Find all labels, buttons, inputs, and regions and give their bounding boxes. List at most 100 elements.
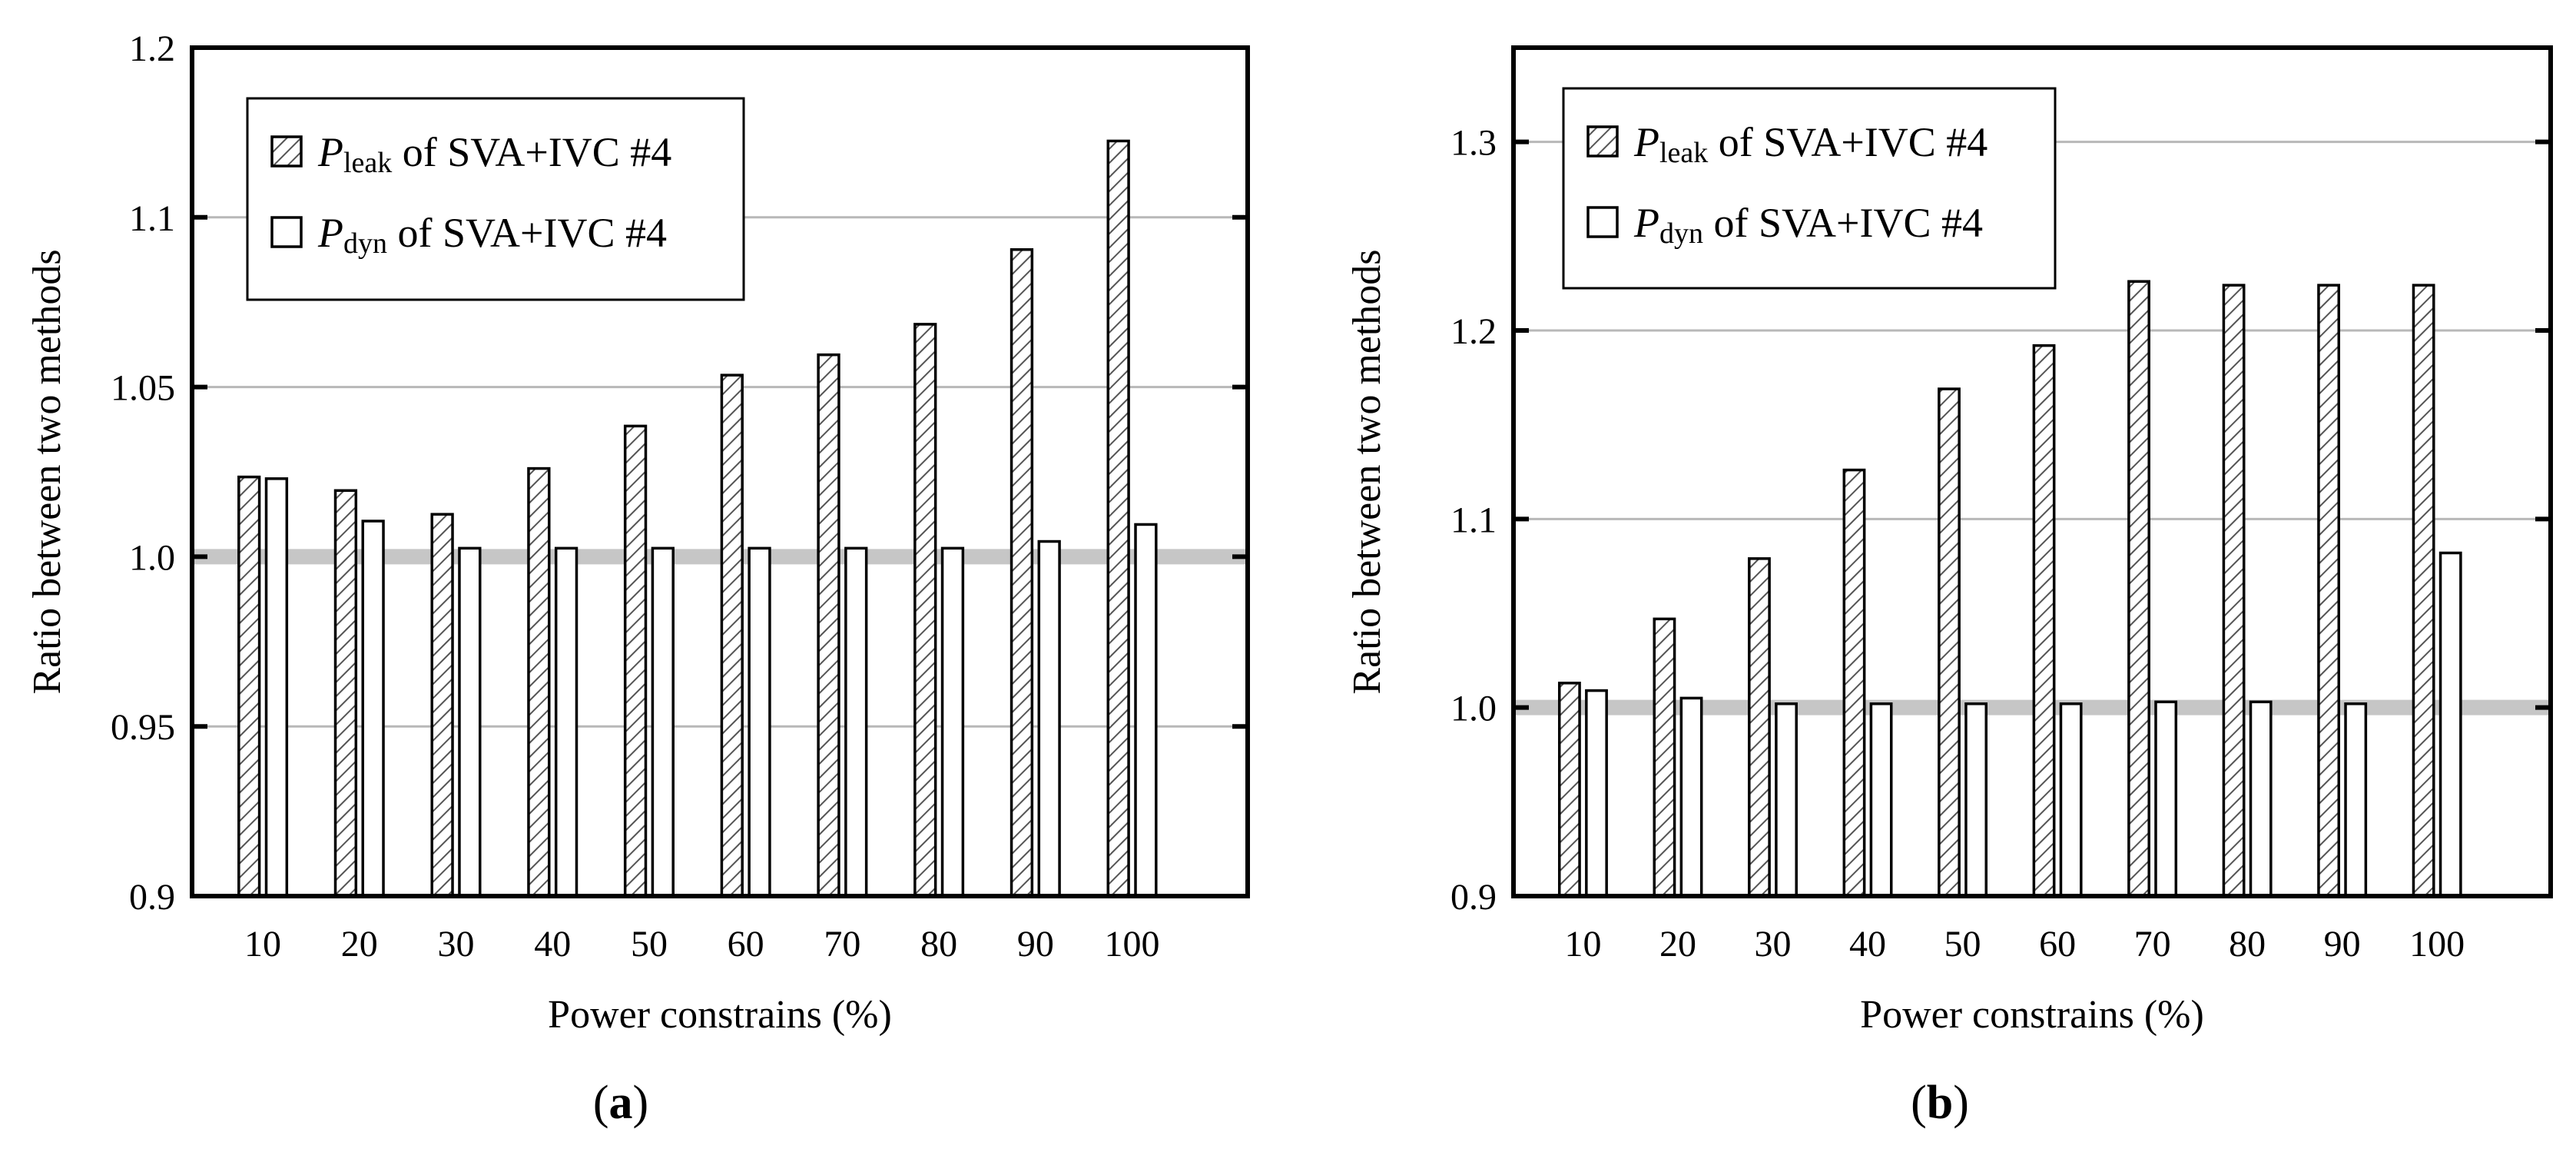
bar-dyn-20 — [361, 520, 385, 898]
y-tick-labels: 0.9 0.95 1.0 1.05 1.1 — [111, 198, 175, 918]
x-tick-labels: 10 20 30 40 50 60 70 80 90 100 — [244, 924, 1159, 964]
y-tick-label: 1.1 — [1450, 500, 1497, 540]
x-axis-title: Power constrains (%) — [548, 993, 892, 1037]
x-tick-label: 90 — [1017, 924, 1054, 964]
bar-dyn-70 — [2154, 700, 2178, 898]
x-tick-label: 30 — [1755, 924, 1792, 964]
bar-leak-100 — [2412, 284, 2435, 898]
bar-leak-10 — [1557, 682, 1581, 898]
y-tick-label: 0.9 — [129, 877, 175, 918]
bar-leak-90 — [2317, 284, 2341, 898]
legend-swatch-dyn — [270, 216, 303, 248]
y-tick-label: 1.3 — [1450, 123, 1497, 164]
tick-marks — [192, 214, 1248, 729]
panel-label-a: (a) — [593, 1077, 648, 1129]
y-tick-label: 0.9 — [1450, 877, 1497, 918]
bar-dyn-50 — [651, 546, 675, 898]
bar-dyn-30 — [458, 546, 482, 898]
bars — [237, 139, 1158, 898]
bar-leak-10 — [237, 475, 261, 898]
bar-dyn-100 — [1134, 523, 1158, 898]
legend-label-leak: Pleak of SVA+IVC #4 — [1633, 119, 1988, 169]
bar-dyn-30 — [1775, 702, 1798, 898]
bar-dyn-60 — [748, 546, 771, 898]
x-tick-label: 30 — [438, 924, 475, 964]
bar-leak-20 — [333, 489, 358, 898]
legend-label-dyn: Pdyn of SVA+IVC #4 — [317, 210, 667, 260]
bar-leak-80 — [913, 323, 937, 898]
bar-dyn-40 — [1869, 702, 1893, 898]
bar-leak-60 — [720, 373, 744, 898]
y-tick-label: 0.95 — [111, 707, 175, 748]
y-tick-label: 1.2 — [1450, 311, 1497, 352]
legend: Pleak of SVA+IVC #4 Pdyn of SVA+IVC #4 — [246, 97, 745, 301]
legend-box — [246, 97, 745, 301]
bar-leak-40 — [527, 466, 551, 898]
panel-label-b: (b) — [1911, 1077, 1969, 1129]
bar-leak-40 — [1842, 468, 1866, 898]
plot-frame — [1511, 45, 2553, 898]
x-tick-label: 100 — [2409, 924, 2465, 964]
x-tick-label: 60 — [728, 924, 764, 964]
bar-leak-90 — [1010, 248, 1034, 898]
tick-marks — [1513, 139, 2551, 710]
x-tick-label: 80 — [920, 924, 957, 964]
bar-leak-30 — [430, 513, 454, 898]
bar-dyn-70 — [844, 546, 868, 898]
bar-dyn-90 — [1037, 539, 1061, 898]
y-tick-label: 1.05 — [111, 368, 175, 409]
x-tick-label: 70 — [824, 924, 860, 964]
legend: Pleak of SVA+IVC #4 Pdyn of SVA+IVC #4 — [1562, 87, 2057, 290]
legend-swatch-leak — [270, 135, 303, 168]
x-tick-labels: 10 20 30 40 50 60 70 80 90 100 — [1564, 924, 2465, 964]
bar-dyn-40 — [554, 546, 579, 898]
x-tick-label: 20 — [341, 924, 378, 964]
x-tick-label: 60 — [2039, 924, 2076, 964]
bar-leak-60 — [2032, 344, 2056, 898]
x-tick-label: 80 — [2229, 924, 2266, 964]
bar-dyn-50 — [1964, 702, 1988, 898]
x-tick-label: 50 — [1944, 924, 1981, 964]
x-tick-label: 40 — [1849, 924, 1886, 964]
x-tick-label: 10 — [1564, 924, 1601, 964]
bar-dyn-10 — [1585, 689, 1608, 898]
bar-dyn-20 — [1679, 696, 1703, 898]
x-tick-label: 50 — [631, 924, 668, 964]
bar-dyn-80 — [2249, 700, 2273, 898]
bar-dyn-100 — [2438, 551, 2462, 898]
bar-leak-70 — [817, 353, 840, 898]
bar-leak-70 — [2127, 280, 2150, 898]
x-tick-label: 20 — [1659, 924, 1696, 964]
x-tick-label: 70 — [2134, 924, 2171, 964]
legend-box — [1562, 87, 2057, 290]
y-tick-label: 1.0 — [1450, 689, 1497, 729]
y-tick-labels: 0.9 1.0 1.1 1.2 1.3 — [1450, 123, 1497, 918]
x-tick-label: 90 — [2324, 924, 2361, 964]
x-tick-label: 10 — [244, 924, 281, 964]
y-tick-label: 1.1 — [129, 198, 175, 239]
plot-frame — [190, 45, 1250, 898]
y-tick-label: 1.0 — [129, 537, 175, 578]
bar-leak-100 — [1106, 139, 1130, 898]
bar-dyn-90 — [2344, 702, 2368, 898]
bars — [1557, 280, 2462, 898]
legend-label-dyn: Pdyn of SVA+IVC #4 — [1633, 200, 1983, 250]
chart-panel-b: 0.9 1.0 1.1 1.2 1.3 10 20 30 40 50 60 70 80 90 100 Pl… — [1345, 45, 2553, 1129]
x-tick-label: 100 — [1105, 924, 1160, 964]
y-axis-title: Ratio between two methods — [25, 249, 69, 694]
x-axis-title: Power constrains (%) — [1860, 993, 2204, 1037]
legend-label-leak: Pleak of SVA+IVC #4 — [317, 129, 671, 179]
y-axis-title: Ratio between two methods — [1345, 249, 1389, 694]
bar-leak-20 — [1653, 617, 1676, 898]
bar-leak-50 — [1938, 387, 1961, 898]
bar-leak-50 — [623, 424, 648, 898]
y-top-label: 1.2 — [129, 28, 175, 69]
bar-leak-30 — [1748, 557, 1771, 898]
bar-dyn-80 — [940, 546, 965, 898]
chart-panel-a: 0.90.951.01.051.1 10 20 30 40 50 60 70 80 90 100 … — [25, 28, 1250, 1129]
x-tick-label: 40 — [534, 924, 571, 964]
bar-dyn-10 — [264, 477, 289, 898]
legend-swatch-leak — [1586, 125, 1619, 158]
legend-swatch-dyn — [1586, 206, 1619, 238]
